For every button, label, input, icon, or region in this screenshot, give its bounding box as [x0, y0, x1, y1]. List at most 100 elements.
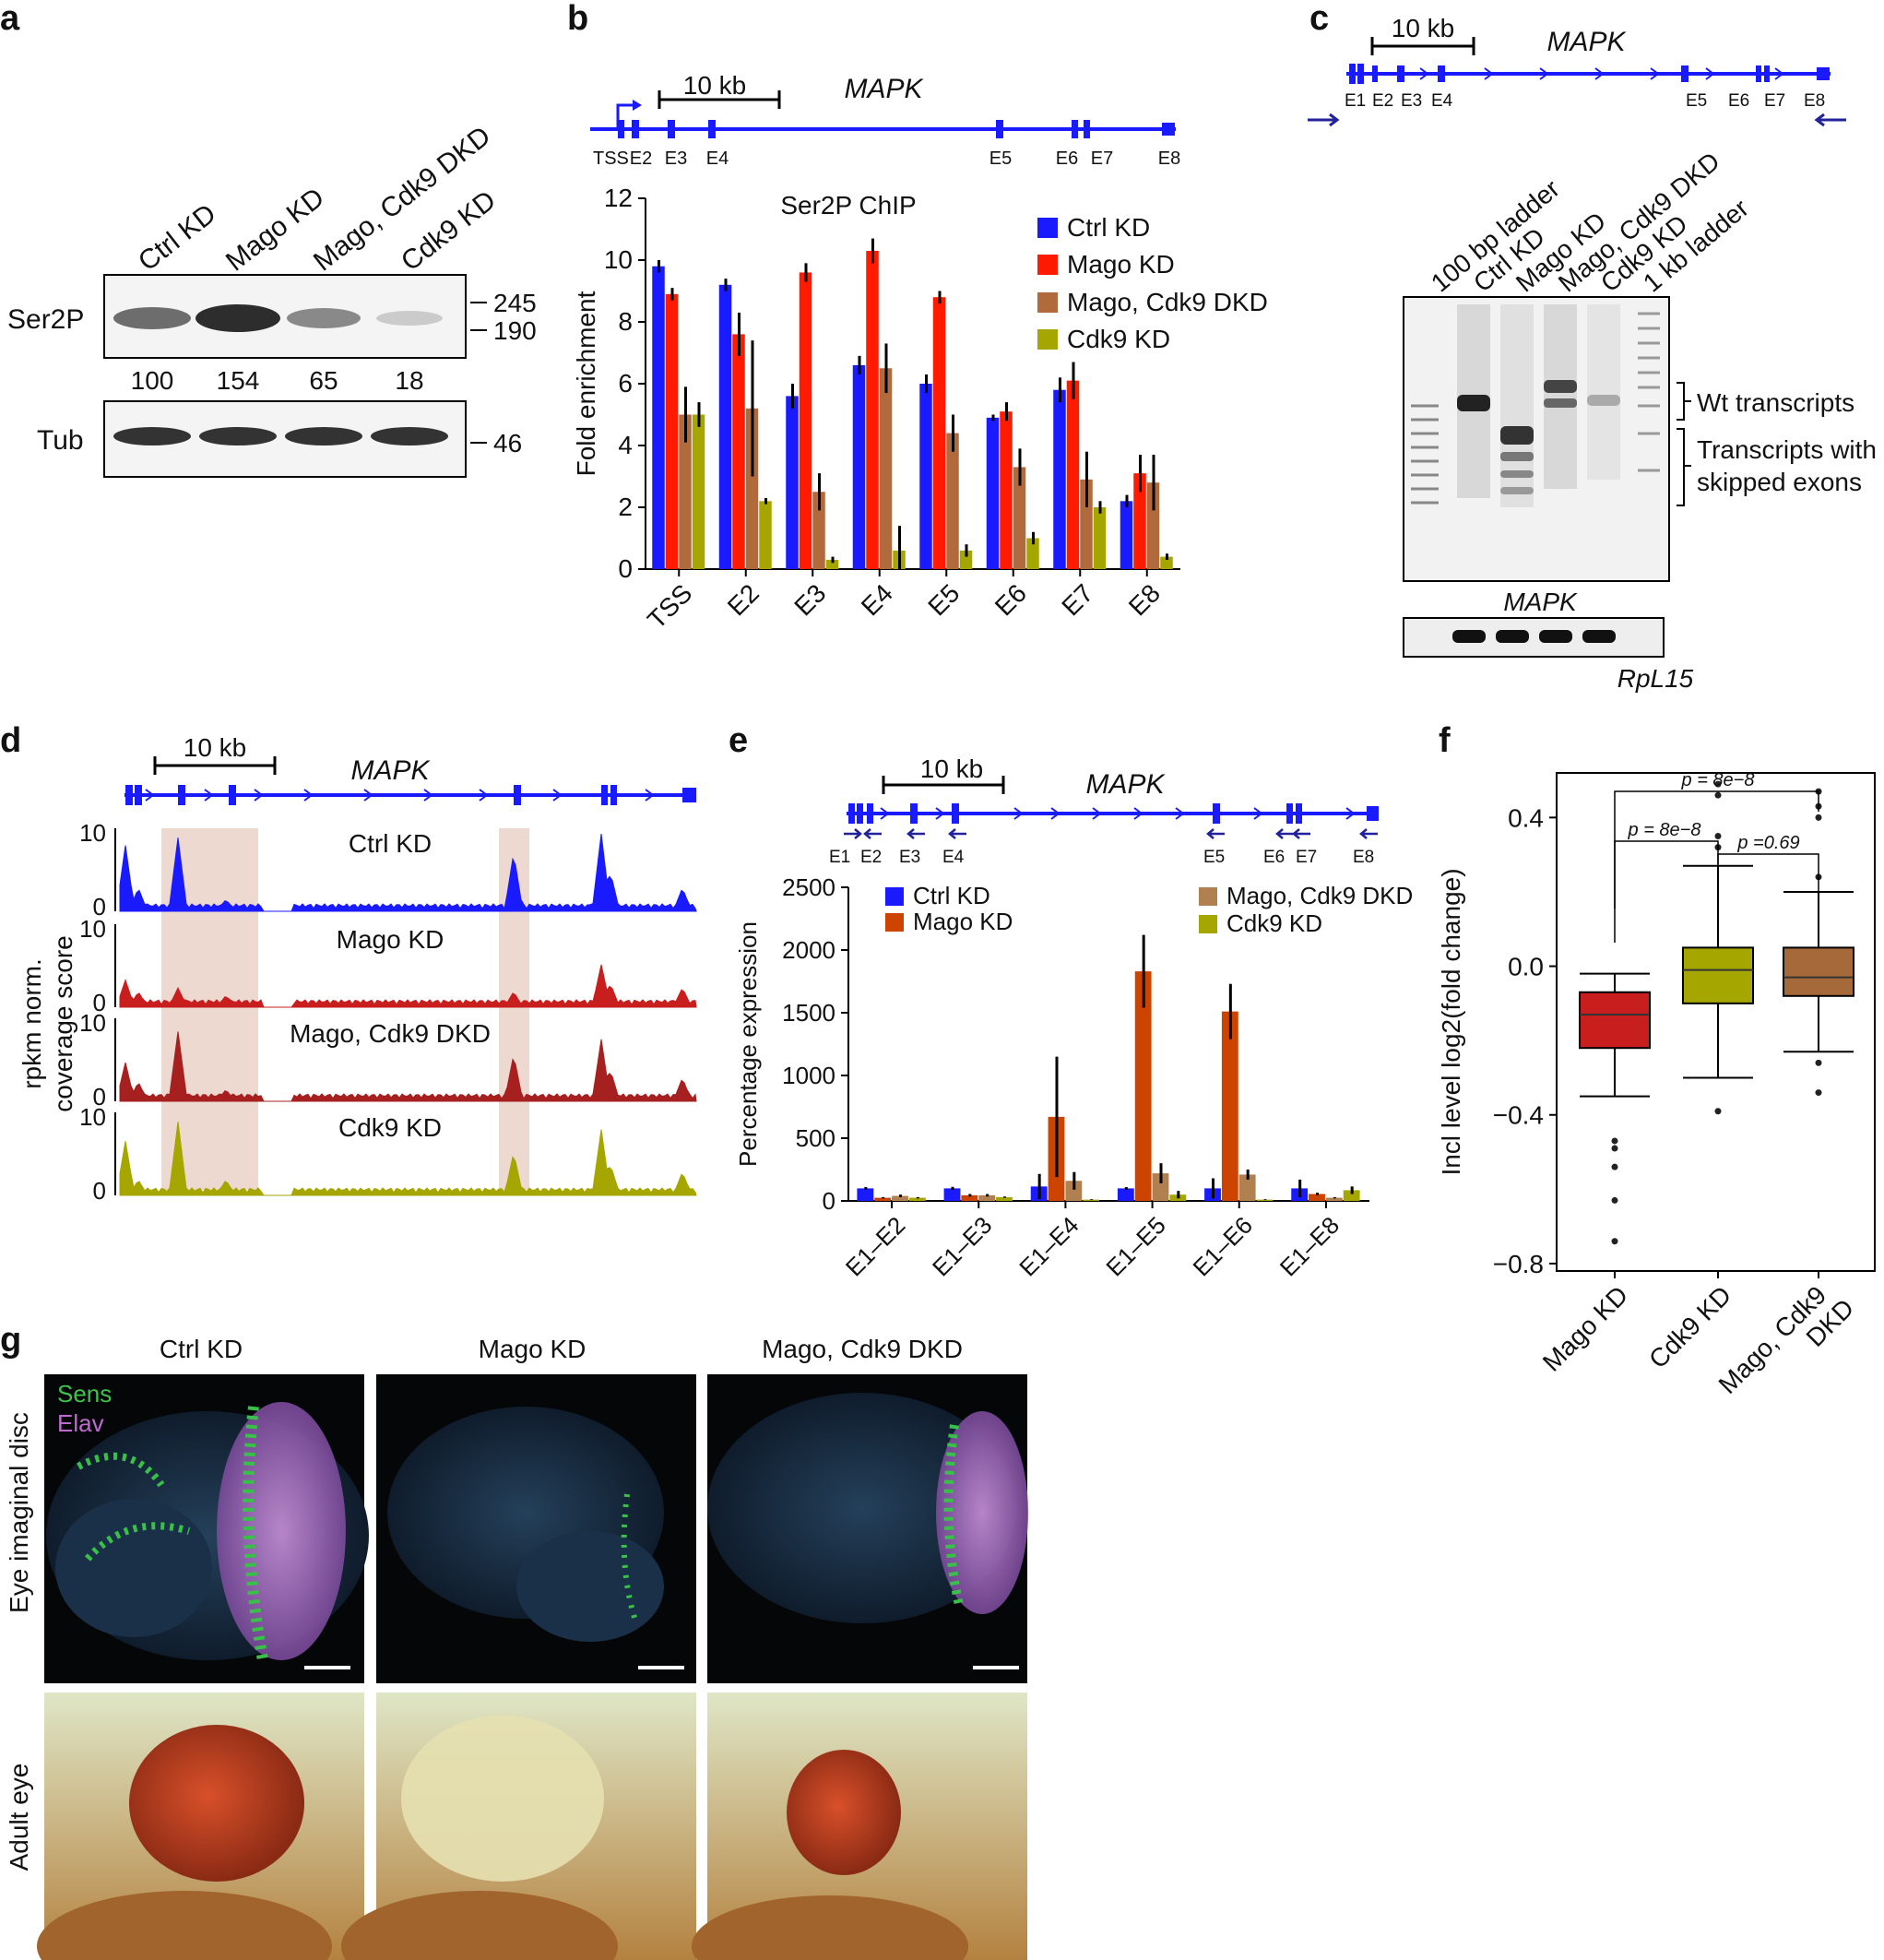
bar: [1093, 507, 1107, 569]
band: [1500, 452, 1534, 461]
y-tick-label: −0.4: [1493, 1101, 1544, 1130]
legend-swatch: [1199, 915, 1217, 933]
bracket-label: skipped exons: [1697, 468, 1862, 496]
bar: [857, 1188, 874, 1201]
scale-bar-label: 10 kb: [683, 71, 747, 100]
bar: [718, 284, 732, 569]
bar: [946, 433, 959, 569]
y-tick-label: 0.4: [1508, 803, 1544, 832]
exon: [135, 785, 142, 805]
quant-value: 100: [131, 366, 174, 395]
p-value-label: p =0.69: [1736, 833, 1799, 853]
box: [1783, 946, 1854, 997]
ladder-100bp: [1411, 404, 1439, 505]
x-tick-label: E1–E3: [927, 1211, 997, 1281]
exon: [1286, 803, 1293, 824]
bar: [1053, 389, 1066, 569]
sens-signal: [943, 1424, 964, 1607]
row-label: Eye imaginal disc: [5, 1412, 33, 1613]
bar: [759, 501, 772, 569]
sens-signal: [77, 1452, 165, 1488]
band: [1539, 630, 1572, 643]
track-tick-label: 0: [93, 1177, 106, 1205]
exon-label: E4: [706, 148, 729, 169]
coverage-track: [119, 1122, 697, 1196]
bar: [919, 384, 932, 569]
band: [199, 427, 277, 445]
legend-swatch: [1037, 218, 1058, 238]
bracket-label: Transcripts with: [1697, 435, 1877, 464]
exon: [952, 803, 959, 824]
outlier-point: [1714, 791, 1722, 799]
y-tick-label: 1500: [782, 999, 835, 1027]
quant-value: 154: [217, 366, 260, 395]
bar: [1120, 501, 1133, 569]
track-tick-label: 0: [93, 893, 106, 921]
band: [1582, 630, 1616, 643]
exon-label: E6: [1728, 91, 1749, 111]
bar: [692, 414, 705, 569]
forward-primer-icon: [1308, 113, 1340, 127]
legend-label: Mago, Cdk9 DKD: [1067, 288, 1268, 316]
x-tick-label: E8: [1123, 578, 1166, 621]
x-tick-label: E4: [856, 578, 898, 621]
band: [113, 427, 191, 445]
exon: [996, 120, 1003, 138]
exon-label: E6: [1056, 148, 1078, 169]
band: [1587, 395, 1620, 406]
exon-label: E3: [665, 148, 687, 169]
legend-swatch: [1199, 887, 1217, 906]
legend-swatch: [1037, 255, 1058, 275]
chart-f: −0.8 −0.4 0.0 0.4 Incl level log2(fold chang…: [1437, 770, 1876, 1399]
bar: [1026, 538, 1039, 569]
panel-label-c: c: [1309, 0, 1329, 38]
intron-chevron-icon: [1419, 67, 1784, 80]
exon: [1162, 123, 1175, 136]
sens-signal: [85, 1522, 191, 1562]
quant-value: 18: [395, 366, 423, 395]
exon: [1438, 65, 1445, 82]
track-tick-label: 10: [79, 1009, 106, 1037]
legend-label: Cdk9 KD: [1067, 325, 1170, 353]
bar: [1065, 1181, 1083, 1201]
track-tick-label: 10: [79, 1103, 106, 1131]
scale-bar-label: 10 kb: [1392, 14, 1455, 42]
panel-label-e: e: [729, 721, 748, 760]
exon-label: E7: [1764, 91, 1785, 111]
outlier-point: [1815, 1089, 1822, 1097]
bar: [1134, 971, 1152, 1201]
band: [1500, 426, 1534, 445]
marker-label: 245: [493, 289, 537, 317]
gene-name: MAPK: [1085, 769, 1166, 800]
legend-label: Cdk9 KD: [1226, 909, 1322, 937]
bar: [1343, 1190, 1360, 1201]
y-axis-label: Percentage expression: [734, 921, 762, 1167]
band: [1544, 398, 1577, 408]
exon-label: E5: [1203, 848, 1225, 867]
scale-bar-label: 10 kb: [184, 733, 247, 762]
exon: [632, 120, 639, 138]
track-tick-label: 10: [79, 819, 106, 847]
bar: [1309, 1194, 1325, 1201]
bar: [996, 1196, 1013, 1201]
panel-g: Ctrl KD Mago KD Mago, Cdk9 DKD Eye imagi…: [5, 1335, 1028, 1960]
bar: [908, 1197, 926, 1201]
band: [371, 427, 448, 445]
x-tick-label: E1–E2: [840, 1211, 910, 1281]
x-tick-label: E1–E8: [1274, 1211, 1345, 1281]
exon: [1357, 64, 1364, 84]
exon: [1072, 120, 1078, 138]
track-tick-label: 0: [93, 989, 106, 1016]
bar: [1083, 1199, 1100, 1201]
gene-name: MAPK: [844, 74, 924, 104]
y-tick-label: 12: [604, 184, 633, 212]
band: [1500, 470, 1534, 478]
panel-label-a: a: [0, 0, 20, 38]
outlier-point: [1815, 1059, 1822, 1066]
box: [1579, 991, 1651, 1050]
bar: [679, 414, 692, 569]
bar: [943, 1188, 961, 1201]
stain-label-sens: Sens: [57, 1380, 112, 1408]
exon: [857, 803, 863, 824]
panel-e-gene-model: 10 kb MAPK E1 E2 E3 E4 E5 E6 E7 E8: [829, 754, 1379, 867]
